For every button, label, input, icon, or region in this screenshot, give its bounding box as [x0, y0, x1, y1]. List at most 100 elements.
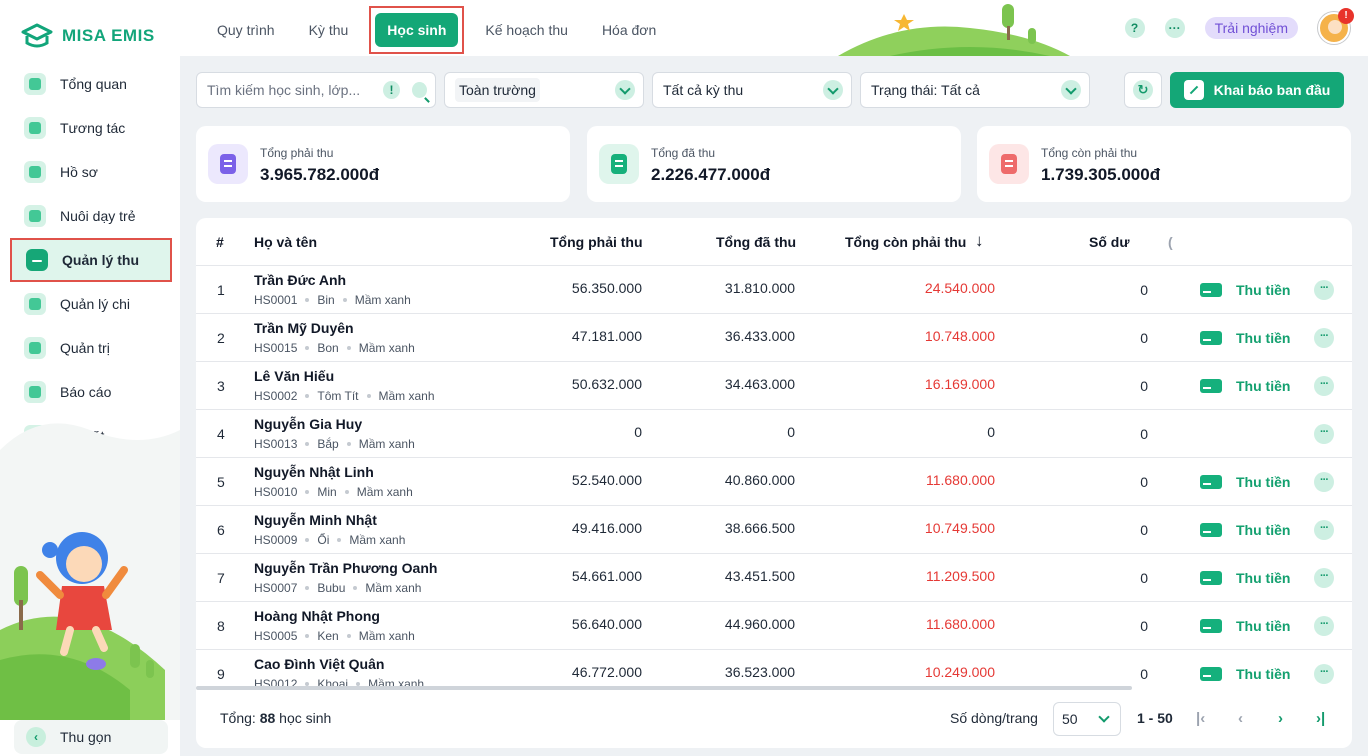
col-name-header[interactable]: Họ và tên: [254, 234, 318, 250]
tab-process[interactable]: Quy trình: [217, 22, 275, 38]
collect-money-button[interactable]: Thu tiền: [1200, 378, 1290, 394]
col-total-due-header[interactable]: Tổng phải thu: [550, 234, 643, 250]
row-more-icon[interactable]: ···: [1314, 328, 1334, 348]
col-balance-header[interactable]: Số dư: [1089, 234, 1130, 250]
trial-badge[interactable]: Trải nghiệm: [1204, 17, 1298, 39]
logo-text: MISA EMIS: [62, 26, 155, 45]
tab-invoices[interactable]: Hóa đơn: [601, 22, 657, 38]
rows-per-page-select[interactable]: 50: [1053, 702, 1121, 736]
student-name[interactable]: Lê Văn Hiếu: [254, 368, 335, 384]
balance-cell: 0: [1140, 522, 1148, 538]
first-page-icon[interactable]: |‹: [1196, 710, 1206, 727]
search-icon[interactable]: [411, 82, 427, 98]
sidebar-item-revenue[interactable]: Quản lý thu: [10, 238, 172, 282]
balance-cell: 0: [1140, 330, 1148, 346]
total-due-cell: 56.350.000: [571, 280, 642, 296]
separator-dot: [305, 586, 310, 590]
credit-card-icon: [1200, 571, 1222, 585]
sidebar-item-reports[interactable]: Báo cáo: [10, 370, 172, 414]
student-name[interactable]: Nguyễn Nhật Linh: [254, 464, 374, 480]
heart-icon: [24, 205, 46, 227]
student-meta: HS0010 Min Mầm xanh: [254, 485, 413, 499]
table-row[interactable]: 4 Nguyễn Gia Huy HS0013 Bắp Mầm xanh 0 0 0 0 ···: [196, 410, 1352, 458]
sidebar-item-label: Hồ sơ: [60, 164, 98, 180]
status-select[interactable]: Trạng thái: Tất cả: [860, 72, 1090, 108]
tab-students[interactable]: Học sinh: [369, 6, 465, 54]
total-paid-cell: 36.523.000: [724, 664, 795, 680]
collect-money-label: Thu tiền: [1236, 378, 1291, 394]
sidebar-item-records[interactable]: Hồ sơ: [10, 150, 172, 194]
row-more-icon[interactable]: ···: [1314, 472, 1334, 492]
logo[interactable]: MISA EMIS: [20, 22, 155, 50]
total-paid-cell: 43.451.500: [724, 568, 795, 584]
tab-periods[interactable]: Kỳ thu: [308, 22, 349, 38]
school-select[interactable]: Toàn trường: [444, 72, 644, 108]
horizontal-scrollbar[interactable]: [196, 686, 1132, 690]
col-total-paid-header[interactable]: Tổng đã thu: [716, 234, 797, 250]
table-row[interactable]: 3 Lê Văn Hiếu HS0002 Tôm Tít Mầm xanh 50.632.…: [196, 362, 1352, 410]
row-more-icon[interactable]: ···: [1314, 616, 1334, 636]
student-class: Mầm xanh: [378, 389, 435, 403]
table-row[interactable]: 6 Nguyễn Minh Nhật HS0009 Ổi Mầm xanh 49.416.…: [196, 506, 1352, 554]
row-more-icon[interactable]: ···: [1314, 568, 1334, 588]
search-input[interactable]: [207, 82, 377, 98]
table-row[interactable]: 5 Nguyễn Nhật Linh HS0010 Min Mầm xanh 52.540…: [196, 458, 1352, 506]
row-more-icon[interactable]: ···: [1314, 664, 1334, 684]
students-table-panel: # Họ và tên Tổng phải thu Tổng đã thu Tổ…: [196, 218, 1352, 748]
avatar[interactable]: !: [1318, 8, 1354, 44]
student-nickname: Bubu: [317, 581, 346, 595]
separator-dot: [346, 346, 351, 350]
more-menu-icon[interactable]: ···: [1164, 18, 1185, 38]
collect-money-button[interactable]: Thu tiền: [1200, 330, 1290, 346]
help-icon[interactable]: ?: [1124, 18, 1145, 38]
period-select-value: Tất cả kỳ thu: [663, 82, 744, 98]
student-name[interactable]: Nguyễn Gia Huy: [254, 416, 363, 432]
row-more-icon[interactable]: ···: [1314, 424, 1334, 444]
student-name[interactable]: Hoàng Nhật Phong: [254, 608, 380, 624]
collect-money-button[interactable]: Thu tiền: [1200, 522, 1290, 538]
table-row[interactable]: 7 Nguyễn Trần Phương Oanh HS0007 Bubu Mầm xa…: [196, 554, 1352, 602]
tab-students-label: Học sinh: [375, 13, 459, 47]
sidebar-item-expenses[interactable]: Quản lý chi: [10, 282, 172, 326]
sort-down-icon[interactable]: ↓: [975, 231, 984, 250]
refresh-button[interactable]: ↻: [1124, 72, 1162, 108]
row-more-icon[interactable]: ···: [1314, 280, 1334, 300]
table-row[interactable]: 8 Hoàng Nhật Phong HS0005 Ken Mầm xanh 56.640…: [196, 602, 1352, 650]
row-more-icon[interactable]: ···: [1314, 376, 1334, 396]
sidebar-item-admin[interactable]: Quản trị: [10, 326, 172, 370]
student-name[interactable]: Nguyễn Minh Nhật: [254, 512, 377, 528]
next-page-icon[interactable]: ›: [1278, 710, 1283, 727]
collapse-sidebar-button[interactable]: ‹ Thu gọn: [14, 720, 168, 754]
collect-money-button[interactable]: Thu tiền: [1200, 282, 1290, 298]
student-meta: HS0009 Ổi Mầm xanh: [254, 533, 405, 547]
sidebar-item-interaction[interactable]: Tương tác: [10, 106, 172, 150]
collect-money-button[interactable]: Thu tiền: [1200, 570, 1290, 586]
row-more-icon[interactable]: ···: [1314, 520, 1334, 540]
total-count: Tổng: 88 học sinh: [220, 710, 331, 726]
credit-card-icon: [1200, 475, 1222, 489]
period-select[interactable]: Tất cả kỳ thu: [652, 72, 852, 108]
table-row[interactable]: 2 Trần Mỹ Duyên HS0015 Bon Mầm xanh 47.181.00…: [196, 314, 1352, 362]
refresh-icon: ↻: [1133, 80, 1153, 100]
sidebar-item-childcare[interactable]: Nuôi dạy trẻ: [10, 194, 172, 238]
briefcase-icon: [24, 337, 46, 359]
student-name[interactable]: Trần Mỹ Duyên: [254, 320, 354, 336]
declare-initial-button[interactable]: Khai báo ban đầu: [1170, 72, 1344, 108]
table-body: 1 Trần Đức Anh HS0001 Bin Mầm xanh 56.350.000…: [196, 266, 1352, 690]
student-name[interactable]: Cao Đình Việt Quân: [254, 656, 385, 672]
last-page-icon[interactable]: ›|: [1316, 710, 1326, 727]
separator-dot: [353, 586, 358, 590]
collect-money-button[interactable]: Thu tiền: [1200, 474, 1290, 490]
table-row[interactable]: 1 Trần Đức Anh HS0001 Bin Mầm xanh 56.350.000…: [196, 266, 1352, 314]
student-name[interactable]: Nguyễn Trần Phương Oanh: [254, 560, 438, 576]
collect-money-button[interactable]: Thu tiền: [1200, 666, 1290, 682]
col-total-remaining-header[interactable]: Tổng còn phải thu: [845, 234, 967, 250]
sidebar-item-overview[interactable]: Tổng quan: [10, 62, 172, 106]
table-row[interactable]: 9 Cao Đình Việt Quân HS0012 Khoai Mầm xanh 46…: [196, 650, 1352, 690]
prev-page-icon[interactable]: ‹: [1238, 710, 1243, 727]
collect-money-button[interactable]: Thu tiền: [1200, 618, 1290, 634]
warning-icon: !: [383, 81, 400, 99]
sidebar-item-label: Tương tác: [60, 120, 126, 136]
student-name[interactable]: Trần Đức Anh: [254, 272, 347, 288]
tab-revenue-plan[interactable]: Kế hoạch thu: [485, 22, 568, 38]
